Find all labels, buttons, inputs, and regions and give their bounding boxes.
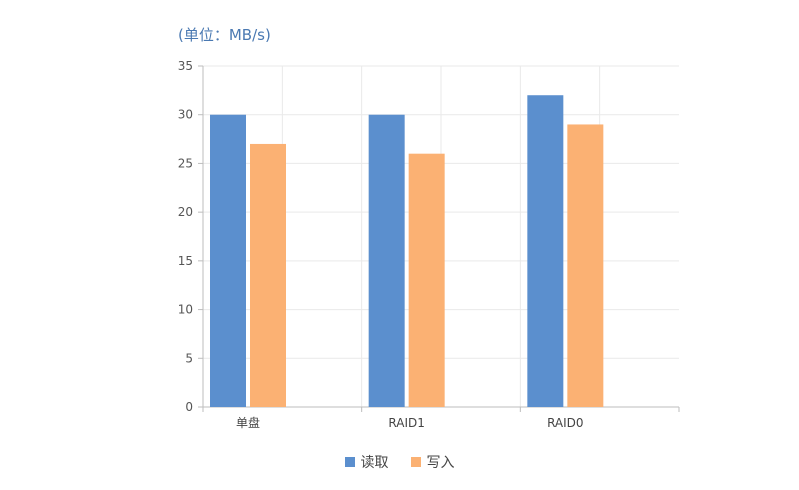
legend-label-read: 读取 xyxy=(360,455,389,471)
bar-write xyxy=(567,124,604,407)
y-tick-label: 35 xyxy=(178,59,193,73)
bar-read xyxy=(210,114,246,407)
unit-label: (单位：MB/s) xyxy=(178,26,271,44)
x-tick-label: 单盘 xyxy=(236,415,260,430)
y-tick-label: 0 xyxy=(185,400,193,414)
bar-write xyxy=(250,143,286,407)
legend-item-read[interactable]: 读取 xyxy=(344,452,389,472)
legend-label-write: 写入 xyxy=(426,455,455,471)
y-tick-label: 10 xyxy=(178,303,193,317)
x-tick-label: RAID0 xyxy=(547,416,583,430)
y-tick-label: 30 xyxy=(178,108,193,122)
bar-read xyxy=(527,95,564,407)
x-tick-label: RAID1 xyxy=(388,416,424,430)
y-tick-label: 25 xyxy=(178,156,193,170)
legend-item-write[interactable]: 写入 xyxy=(410,452,455,472)
y-tick-label: 20 xyxy=(178,205,193,219)
bar-write xyxy=(408,153,445,407)
legend-swatch-read xyxy=(344,457,355,467)
legend-swatch-write xyxy=(410,457,421,467)
y-tick-label: 15 xyxy=(178,254,193,268)
legend: 读取 写入 xyxy=(0,452,799,472)
bar-read xyxy=(368,114,405,407)
y-tick-label: 5 xyxy=(185,351,193,365)
